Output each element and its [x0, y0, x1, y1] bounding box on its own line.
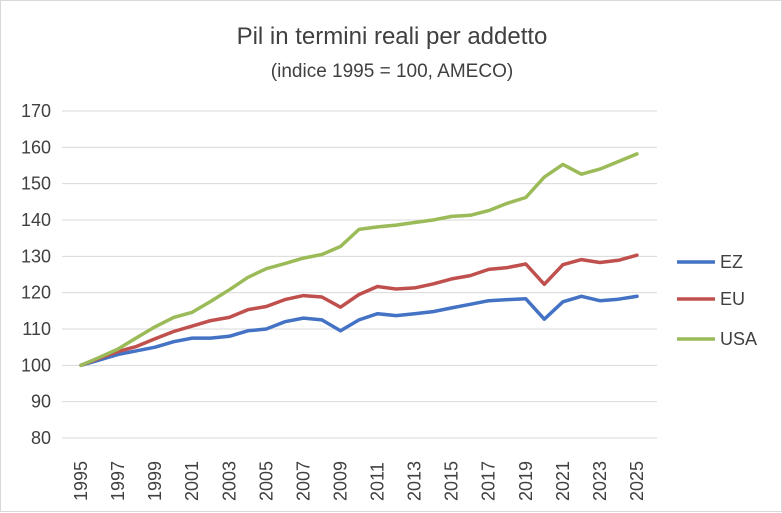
- y-tick-label: 160: [21, 137, 51, 157]
- y-tick-label: 130: [21, 246, 51, 266]
- x-tick-label: 2003: [219, 461, 239, 501]
- x-tick-label: 1995: [71, 461, 91, 501]
- x-tick-label: 2019: [516, 461, 536, 501]
- x-tick-label: 2007: [293, 461, 313, 501]
- x-tick-label: 2017: [479, 461, 499, 501]
- x-tick-label: 1999: [145, 461, 165, 501]
- series-line-ez: [79, 294, 639, 368]
- x-tick-label: 2009: [330, 461, 350, 501]
- series-line-usa: [79, 152, 639, 368]
- chart-title: Pil in termini reali per addetto: [236, 23, 548, 50]
- y-tick-label: 80: [31, 428, 51, 448]
- y-tick-label: 120: [21, 283, 51, 303]
- series-line-eu: [79, 253, 639, 368]
- y-tick-label: 170: [21, 101, 51, 121]
- legend-label-eu: EU: [720, 289, 745, 309]
- y-tick-label: 150: [21, 174, 51, 194]
- x-tick-label: 2015: [442, 461, 462, 501]
- x-tick-label: 2011: [368, 462, 388, 501]
- legend-label-usa: USA: [720, 329, 757, 349]
- y-tick-label: 110: [22, 319, 51, 339]
- x-tick-label: 2013: [405, 461, 425, 501]
- x-tick-label: 1997: [108, 461, 128, 501]
- x-tick-label: 2021: [553, 461, 573, 501]
- x-tick-label: 2023: [590, 461, 610, 501]
- y-tick-label: 100: [21, 355, 51, 375]
- x-tick-label: 2005: [256, 461, 276, 501]
- y-tick-label: 90: [31, 392, 51, 412]
- y-tick-label: 140: [21, 210, 51, 230]
- chart-subtitle: (indice 1995 = 100, AMECO): [270, 61, 514, 82]
- legend-label-ez: EZ: [720, 252, 743, 272]
- x-tick-label: 2001: [182, 461, 202, 501]
- x-tick-label: 2025: [627, 461, 647, 501]
